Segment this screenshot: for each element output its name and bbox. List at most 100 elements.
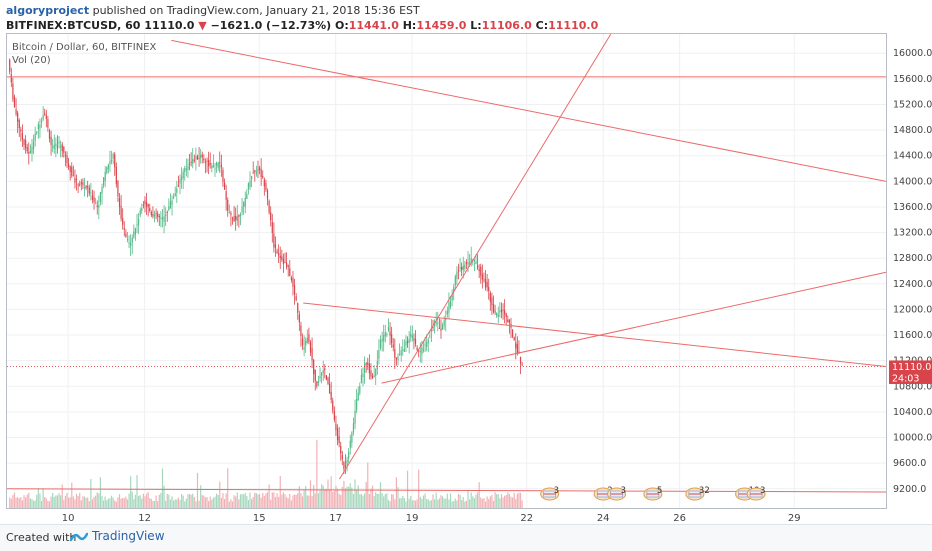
volume-bar <box>496 494 498 508</box>
volume-bar <box>500 494 503 508</box>
volume-bar <box>510 496 512 508</box>
volume-bar <box>36 494 38 508</box>
volume-bar <box>427 499 429 508</box>
candle-body <box>75 178 78 180</box>
candle-body <box>443 320 445 326</box>
volume-bar <box>351 487 353 508</box>
candle-body <box>260 168 262 178</box>
candle-body <box>262 176 264 178</box>
candle-body <box>413 338 415 341</box>
volume-bar <box>176 499 178 508</box>
candle-body <box>147 204 149 208</box>
volume-bar <box>363 493 366 508</box>
volume-bar <box>136 475 138 508</box>
candle-body <box>359 386 361 393</box>
y-tick-label: 13600.0 <box>893 202 932 213</box>
volume-bar <box>391 494 393 508</box>
volume-bar <box>492 500 495 508</box>
candle-body <box>483 279 485 281</box>
price-chart[interactable]: 323532103 9200.09600.010000.010400.01080… <box>0 0 932 524</box>
volume-bar <box>158 494 160 508</box>
candle-body <box>141 208 143 211</box>
candle-body <box>274 244 277 248</box>
price-marker-label: 11110.0 <box>892 362 931 373</box>
volume-bar <box>18 498 20 508</box>
volume-bar <box>122 497 124 508</box>
volume-bar <box>260 497 262 508</box>
candle-body <box>165 214 167 216</box>
candle-body <box>441 325 444 330</box>
volume-bar <box>424 493 426 508</box>
volume-bar <box>230 499 232 508</box>
candle-body <box>82 182 84 186</box>
candle-body <box>327 377 329 385</box>
candle-body <box>438 327 440 329</box>
candle-body <box>102 177 105 186</box>
chart-frame[interactable] <box>6 33 887 509</box>
event-flag-icon <box>593 487 613 501</box>
candle-body <box>454 276 456 286</box>
volume-bar <box>483 497 485 508</box>
candle-body <box>231 218 234 220</box>
volume-bar <box>241 493 243 508</box>
volume-bar <box>278 496 280 508</box>
candle-body <box>107 164 109 169</box>
candle-body <box>209 163 211 165</box>
candle-body <box>459 266 461 269</box>
candle-body <box>87 186 89 188</box>
publish-line: algoryproject published on TradingView.c… <box>6 4 420 17</box>
candle-body <box>223 182 226 190</box>
volume-bar <box>476 492 479 508</box>
candle-body <box>161 217 164 220</box>
candle-body <box>185 168 187 170</box>
candle-body <box>77 184 79 186</box>
quote-line: BITFINEX:BTCUSD, 60 11110.0 ▼ −1621.0 (−… <box>6 19 598 32</box>
candles <box>9 58 523 475</box>
volume-bar <box>163 485 165 508</box>
author-link[interactable]: algoryproject <box>6 4 90 17</box>
volume-bar <box>413 500 415 508</box>
x-tick-label: 15 <box>253 513 266 524</box>
candle-body <box>217 163 219 168</box>
volume-bar <box>333 490 335 508</box>
x-tick-label: 24 <box>597 513 610 524</box>
candle-body <box>138 218 140 226</box>
volume-bar <box>104 496 106 508</box>
volume-bar <box>13 492 16 508</box>
candle-body <box>215 162 218 166</box>
volume-bar <box>201 495 203 508</box>
volume-bar <box>238 499 240 508</box>
candle-body <box>432 326 434 328</box>
volume-bar <box>144 496 146 508</box>
candle-body <box>88 187 90 194</box>
volume-bar <box>139 495 141 508</box>
volume-bar <box>379 482 382 508</box>
volume-bar <box>481 498 483 508</box>
candle-body <box>508 319 511 323</box>
volume-bar <box>160 492 162 508</box>
volume-bar <box>356 489 358 508</box>
candle-body <box>79 184 81 186</box>
volume-bar <box>435 492 437 508</box>
candle-body <box>340 445 342 454</box>
candle-body <box>351 432 353 443</box>
candle-body <box>169 201 172 209</box>
volume-bar <box>422 495 425 508</box>
candle-body <box>13 96 16 108</box>
x-tick-label: 17 <box>329 513 342 524</box>
candle-body <box>182 171 184 179</box>
candle-body <box>414 339 417 344</box>
candle-body <box>519 356 522 364</box>
tradingview-link[interactable]: TradingView <box>70 529 165 543</box>
candle-body <box>336 428 339 441</box>
event-count: 32 <box>699 486 710 496</box>
candle-body <box>281 256 283 260</box>
candle-body <box>67 163 70 168</box>
candle-body <box>85 186 87 189</box>
candle-body <box>63 146 65 154</box>
candle-body <box>494 310 496 313</box>
volume-bar <box>20 497 22 508</box>
volume-bar <box>131 491 133 508</box>
candle-body <box>465 262 468 264</box>
candle-body <box>214 168 216 170</box>
